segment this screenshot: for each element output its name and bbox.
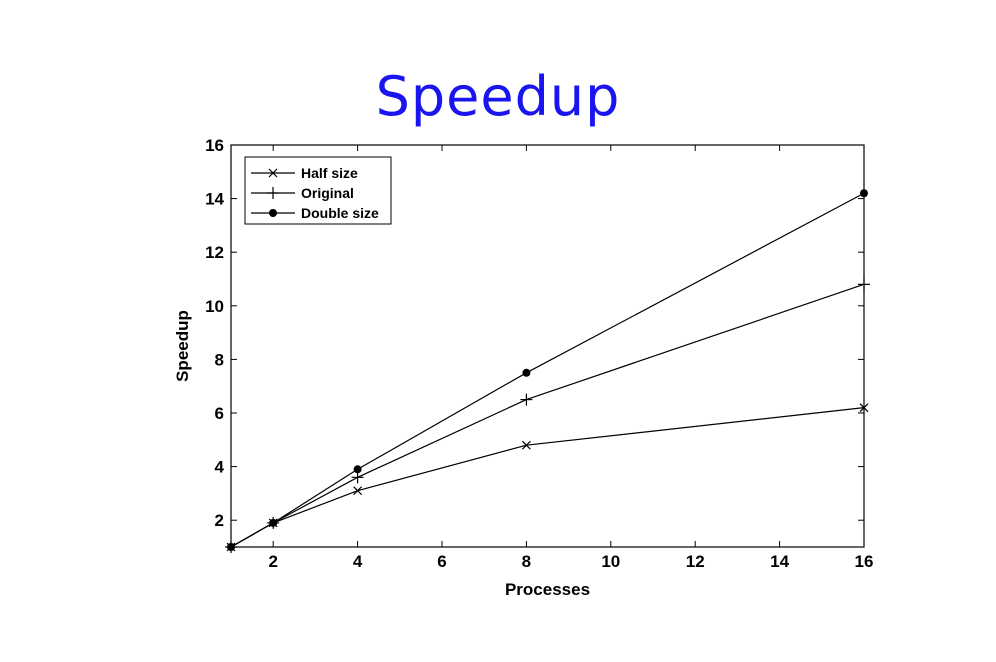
series-line-original — [230, 283, 865, 548]
y-tick-label: 10 — [205, 297, 224, 316]
data-point-half-size — [353, 486, 363, 496]
data-point-double-size — [227, 543, 235, 551]
data-point-half-size — [521, 440, 531, 450]
data-point-double-size — [860, 189, 868, 198]
x-tick-label: 14 — [770, 552, 789, 571]
x-tick-label: 4 — [353, 552, 363, 571]
x-tick-label: 16 — [855, 552, 874, 571]
plot-area: 2 4 6 8 10 12 14 16 2 4 6 8 10 12 14 16 Half size Origina… — [205, 136, 873, 571]
x-tick-label: 12 — [686, 552, 705, 571]
plot-frame — [230, 144, 865, 548]
y-tick-label: 2 — [215, 511, 224, 530]
slide-title: Speedup — [375, 65, 621, 128]
y-tick-label: 8 — [215, 350, 224, 369]
legend-entry-original: Original — [301, 185, 354, 201]
y-tick-label: 6 — [215, 404, 224, 423]
series-line-half-size — [230, 407, 865, 548]
y-axis-label: Speedup — [173, 310, 192, 382]
data-point-double-size — [269, 518, 278, 527]
y-tick-label: 4 — [215, 458, 225, 477]
data-point-double-size — [353, 465, 362, 474]
data-point-half-size — [859, 403, 869, 413]
y-tick-label: 12 — [205, 243, 224, 262]
y-tick-label: 16 — [205, 136, 224, 155]
legend-marker-half-size — [268, 168, 278, 178]
legend-marker-double-size — [269, 209, 277, 217]
legend-entry-half-size: Half size — [301, 165, 358, 181]
x-tick-label: 6 — [437, 552, 446, 571]
x-axis-label: Processes — [505, 580, 590, 599]
x-tick-label: 2 — [268, 552, 277, 571]
legend-entry-double-size: Double size — [301, 205, 379, 221]
x-tick-label: 10 — [601, 552, 620, 571]
y-tick-label: 14 — [205, 190, 224, 209]
data-point-double-size — [522, 368, 531, 377]
x-tick-label: 8 — [522, 552, 531, 571]
